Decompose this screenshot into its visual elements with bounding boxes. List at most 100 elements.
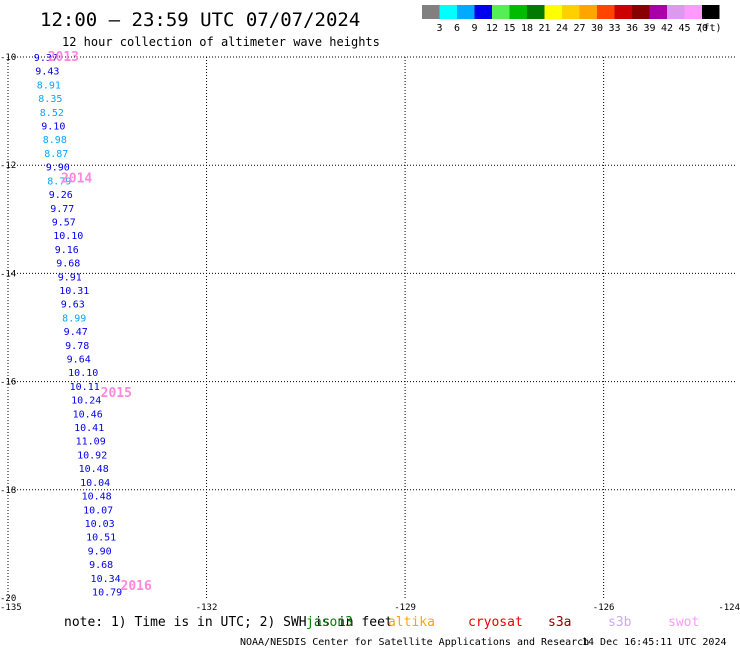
legend-label: 6 (454, 23, 460, 34)
satellite-swot: swot (668, 615, 699, 630)
legend-label: 42 (661, 23, 673, 34)
wave-height-label: 10.79 (92, 588, 122, 599)
legend-swatch (632, 5, 650, 19)
legend-swatch (702, 5, 720, 19)
footer-note: note: 1) Time is in UTC; 2) SWH is in fe… (64, 615, 393, 630)
wave-height-label: 8.91 (37, 80, 61, 91)
time-label: 2013 (48, 50, 79, 65)
wave-height-label: 8.52 (40, 108, 64, 119)
legend-label: 21 (538, 23, 550, 34)
legend-swatch (667, 5, 685, 19)
y-axis-ticks: -10 -12 -14 -16 -18 -20 (0, 53, 16, 604)
y-tick-label: -16 (0, 378, 16, 388)
legend-label: 3 (436, 23, 442, 34)
wave-height-label: 10.51 (86, 533, 116, 544)
legend-label: 30 (591, 23, 603, 34)
legend-swatch (684, 5, 702, 19)
wave-height-label: 9.77 (50, 204, 74, 215)
x-tick-label: -129 (394, 603, 416, 613)
wave-height-label: 9.43 (35, 67, 59, 78)
wave-height-label: 9.26 (49, 190, 73, 201)
legend-swatch (544, 5, 562, 19)
legend-swatch (649, 5, 667, 19)
x-tick-label: -126 (593, 603, 615, 613)
satellite-s3a: s3a (548, 615, 571, 630)
wave-height-label: 9.68 (56, 259, 80, 270)
wave-height-label: 10.03 (85, 519, 115, 530)
footer-timestamp: 14 Dec 16:45:11 UTC 2024 (582, 637, 727, 648)
legend-swatch (474, 5, 492, 19)
legend-swatch (527, 5, 545, 19)
chart-subtitle: 12 hour collection of altimeter wave hei… (62, 35, 380, 49)
wave-height-label: 9.78 (65, 341, 89, 352)
wave-height-label: 9.63 (61, 300, 85, 311)
legend-swatch (457, 5, 475, 19)
chart-tracks: 9.37 9.43 8.91 8.35 8.52 9.10 8.98 8.87 9.90 8.79… (34, 50, 152, 599)
y-tick-label: -20 (0, 594, 16, 604)
wave-height-label: 9.68 (89, 560, 113, 571)
wave-height-label: 10.11 (70, 382, 100, 393)
wave-height-label: 10.92 (77, 450, 107, 461)
x-tick-label: -135 (0, 603, 22, 613)
wave-height-label: 9.57 (52, 217, 76, 228)
wave-height-label: 9.64 (67, 355, 91, 366)
wave-height-label: 9.90 (46, 163, 70, 174)
wave-height-label: 10.41 (74, 423, 104, 434)
wave-height-label: 10.24 (71, 396, 101, 407)
y-tick-label: -10 (0, 53, 16, 63)
legend-swatch (597, 5, 615, 19)
satellite-jason3: jason3 (306, 615, 353, 630)
track-west: 9.37 9.43 8.91 8.35 8.52 9.10 8.98 8.87 9.90 8.79… (34, 50, 152, 599)
x-tick-label: -124 (718, 603, 740, 613)
footer-credit: NOAA/NESDIS Center for Satellite Applica… (240, 637, 589, 648)
wave-height-label: 8.87 (44, 149, 68, 160)
x-axis-ticks: -135-132-129-126-123-124 (0, 603, 740, 613)
y-tick-label: -14 (0, 269, 16, 279)
wave-height-label: 10.10 (68, 368, 98, 379)
chart-gridlines (7, 56, 736, 598)
legend-label: 36 (626, 23, 638, 34)
satellite-legend: jason3 altika cryosat s3a s3b swot (306, 615, 699, 630)
time-label: 2016 (121, 579, 152, 594)
legend-swatch (509, 5, 527, 19)
color-legend: 3 6 9 12 15 18 21 24 27 30 33 36 39 42 45 70(ft) (422, 5, 722, 34)
legend-swatch (439, 5, 457, 19)
legend-swatch (614, 5, 632, 19)
wave-height-label: 10.07 (83, 505, 113, 516)
time-label: 2014 (61, 172, 92, 187)
y-tick-label: -12 (0, 161, 16, 171)
satellite-cryosat: cryosat (468, 615, 523, 630)
y-tick-label: -18 (0, 486, 16, 496)
legend-label: 27 (573, 23, 585, 34)
legend-label: 24 (556, 23, 568, 34)
satellite-altika: altika (388, 615, 435, 630)
wave-height-label: 9.10 (41, 122, 65, 133)
legend-label: 12 (486, 23, 498, 34)
wave-height-label: 9.37 (34, 53, 58, 64)
wave-height-label: 10.04 (80, 478, 110, 489)
legend-label: 18 (521, 23, 533, 34)
wave-height-label: 8.35 (38, 94, 62, 105)
legend-label: 45 (678, 23, 690, 34)
x-tick-label: -132 (196, 603, 218, 613)
legend-label: 33 (608, 23, 620, 34)
wave-height-label: 8.98 (43, 135, 67, 146)
wave-height-label: 11.09 (76, 437, 106, 448)
legend-swatch (492, 5, 510, 19)
wave-height-label: 10.46 (73, 409, 103, 420)
legend-swatch (422, 5, 440, 19)
wave-height-label: 8.79 (47, 176, 71, 187)
legend-label: 9 (471, 23, 477, 34)
chart-title: 12:00 – 23:59 UTC 07/07/2024 (40, 9, 360, 31)
wave-height-label: 9.47 (64, 327, 88, 338)
time-label: 2015 (101, 386, 132, 401)
wave-height-label: 10.10 (53, 231, 83, 242)
wave-height-label: 9.90 (88, 546, 112, 557)
legend-swatch (579, 5, 597, 19)
wave-height-label: 10.48 (82, 492, 112, 503)
wave-height-label: 8.99 (62, 313, 86, 324)
wave-height-label: 10.34 (91, 574, 121, 585)
wave-height-label: 9.16 (55, 245, 79, 256)
legend-label: 39 (643, 23, 655, 34)
